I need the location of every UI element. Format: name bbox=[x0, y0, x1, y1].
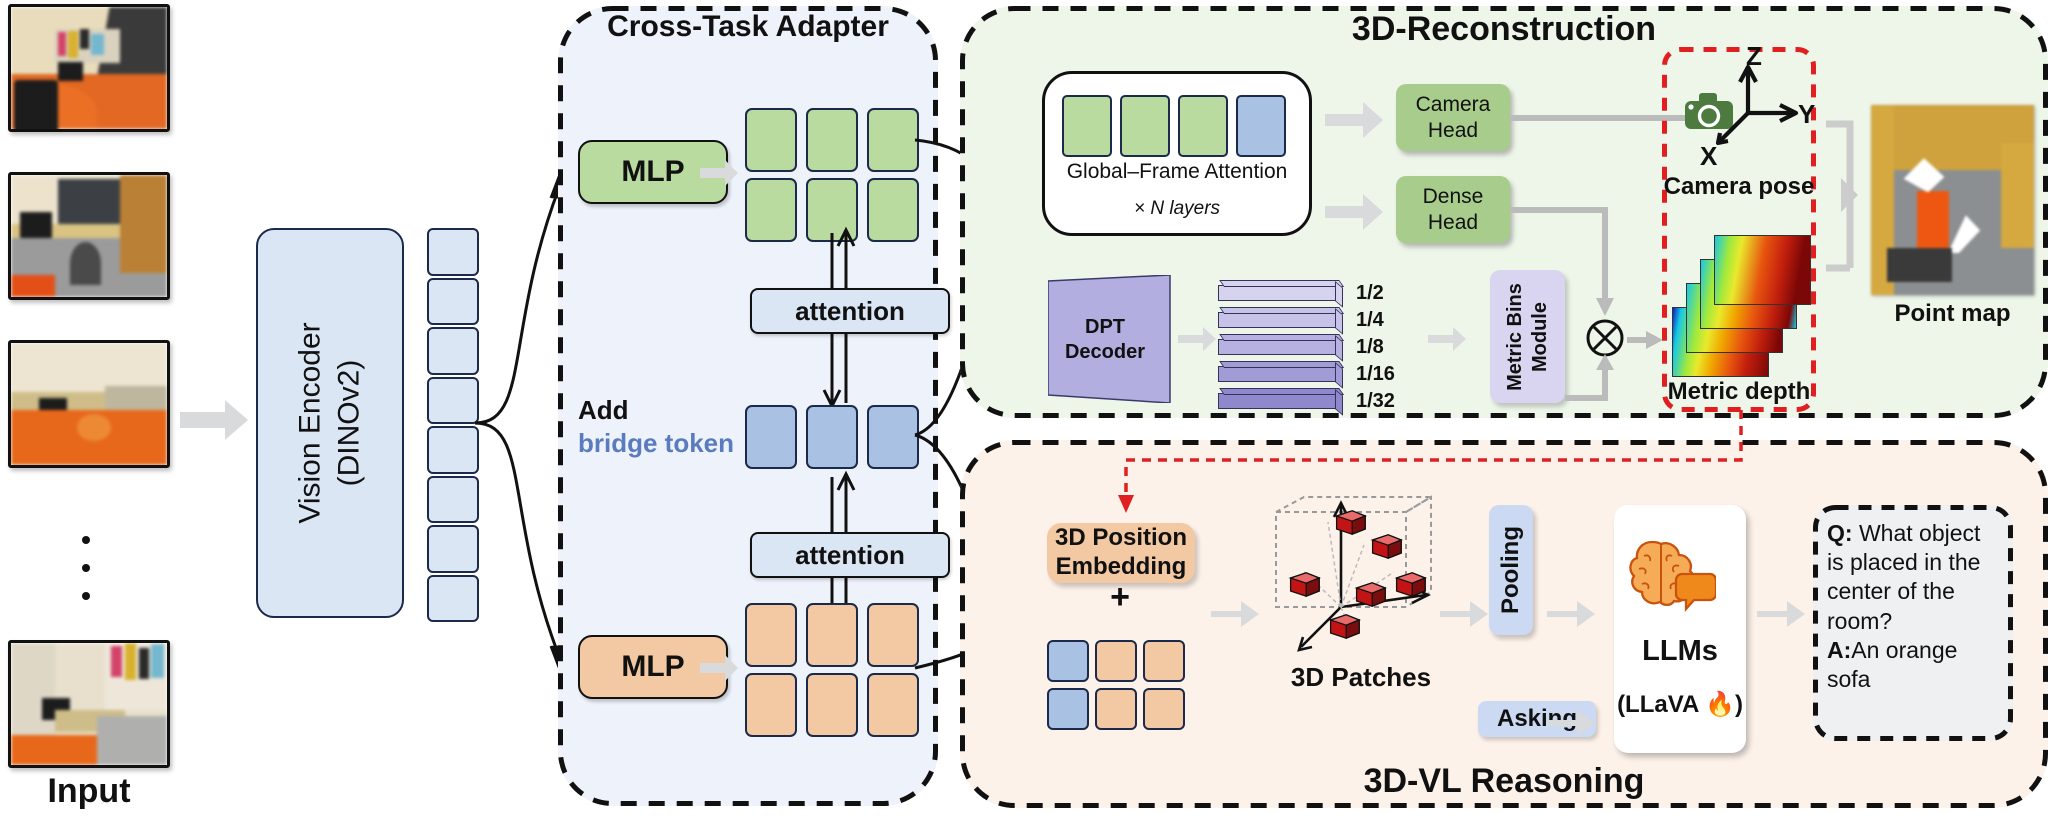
svg-text:Y: Y bbox=[1798, 99, 1815, 129]
svg-text:X: X bbox=[1700, 141, 1718, 171]
svg-text:Z: Z bbox=[1746, 41, 1762, 71]
